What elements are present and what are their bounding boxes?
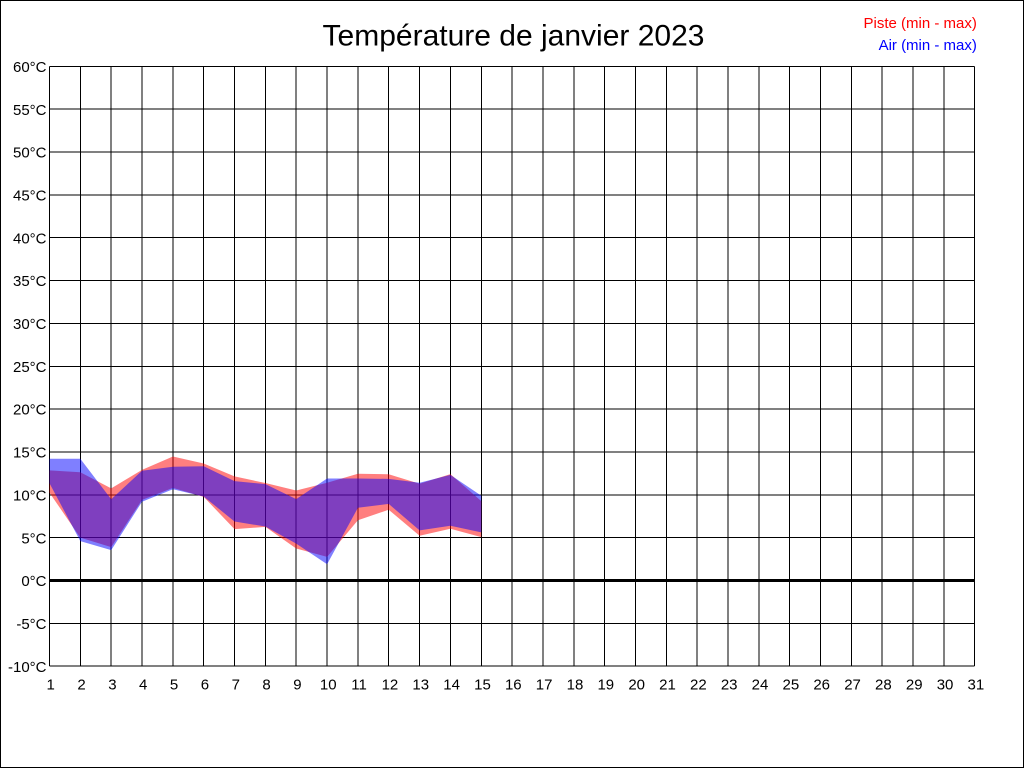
svg-text:30: 30 bbox=[937, 677, 954, 694]
svg-text:27: 27 bbox=[844, 677, 861, 694]
svg-text:Température de janvier 2023: Température de janvier 2023 bbox=[323, 20, 705, 53]
svg-text:16: 16 bbox=[505, 677, 522, 694]
svg-text:15°C: 15°C bbox=[13, 445, 47, 462]
svg-text:19: 19 bbox=[597, 677, 614, 694]
svg-text:9: 9 bbox=[293, 677, 301, 694]
svg-text:29: 29 bbox=[906, 677, 923, 694]
svg-text:0°C: 0°C bbox=[21, 573, 46, 590]
svg-text:45°C: 45°C bbox=[13, 187, 47, 204]
svg-text:26: 26 bbox=[813, 677, 830, 694]
svg-text:21: 21 bbox=[659, 677, 676, 694]
svg-text:Air (min - max): Air (min - max) bbox=[879, 37, 977, 54]
svg-text:5°C: 5°C bbox=[21, 530, 46, 547]
svg-text:55°C: 55°C bbox=[13, 102, 47, 119]
svg-text:Piste (min - max): Piste (min - max) bbox=[864, 15, 977, 32]
svg-text:25°C: 25°C bbox=[13, 359, 47, 376]
svg-text:14: 14 bbox=[443, 677, 460, 694]
svg-text:-10°C: -10°C bbox=[8, 659, 47, 676]
svg-text:-5°C: -5°C bbox=[16, 616, 46, 633]
svg-text:20°C: 20°C bbox=[13, 402, 47, 419]
svg-text:15: 15 bbox=[474, 677, 491, 694]
svg-text:1: 1 bbox=[47, 677, 55, 694]
svg-text:24: 24 bbox=[752, 677, 769, 694]
svg-text:50°C: 50°C bbox=[13, 145, 47, 162]
svg-text:18: 18 bbox=[567, 677, 584, 694]
svg-text:12: 12 bbox=[382, 677, 399, 694]
svg-text:5: 5 bbox=[170, 677, 178, 694]
svg-text:30°C: 30°C bbox=[13, 316, 47, 333]
svg-text:7: 7 bbox=[232, 677, 240, 694]
svg-text:25: 25 bbox=[783, 677, 800, 694]
svg-text:6: 6 bbox=[201, 677, 209, 694]
svg-text:22: 22 bbox=[690, 677, 707, 694]
svg-text:8: 8 bbox=[262, 677, 270, 694]
svg-text:40°C: 40°C bbox=[13, 230, 47, 247]
svg-text:20: 20 bbox=[628, 677, 645, 694]
svg-text:31: 31 bbox=[968, 677, 985, 694]
svg-text:4: 4 bbox=[139, 677, 147, 694]
svg-text:35°C: 35°C bbox=[13, 273, 47, 290]
svg-text:28: 28 bbox=[875, 677, 892, 694]
svg-text:23: 23 bbox=[721, 677, 738, 694]
svg-text:10: 10 bbox=[320, 677, 337, 694]
svg-text:11: 11 bbox=[351, 677, 367, 694]
svg-text:60°C: 60°C bbox=[13, 59, 47, 76]
svg-text:10°C: 10°C bbox=[13, 487, 47, 504]
svg-text:13: 13 bbox=[412, 677, 429, 694]
svg-text:17: 17 bbox=[536, 677, 553, 694]
svg-text:3: 3 bbox=[108, 677, 116, 694]
svg-text:2: 2 bbox=[77, 677, 85, 694]
